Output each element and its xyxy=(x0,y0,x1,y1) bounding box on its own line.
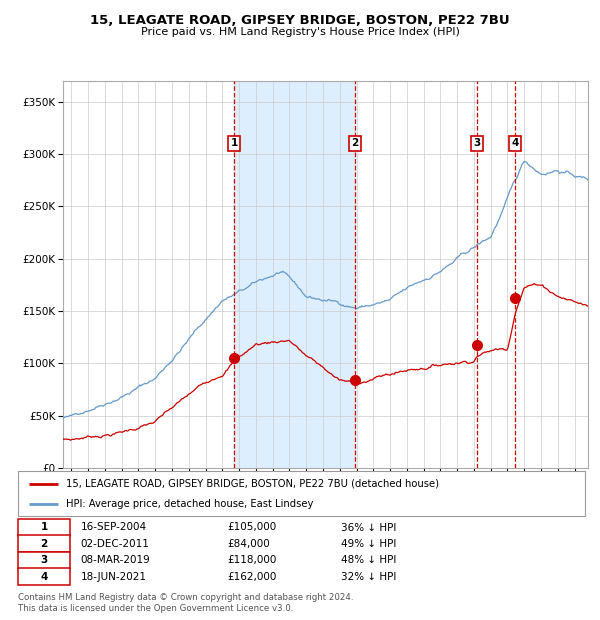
Text: 16-SEP-2004: 16-SEP-2004 xyxy=(80,523,146,533)
Bar xyxy=(234,81,355,468)
Text: 15, LEAGATE ROAD, GIPSEY BRIDGE, BOSTON, PE22 7BU (detached house): 15, LEAGATE ROAD, GIPSEY BRIDGE, BOSTON,… xyxy=(66,479,439,489)
Text: Contains HM Land Registry data © Crown copyright and database right 2024.
This d: Contains HM Land Registry data © Crown c… xyxy=(18,593,353,613)
Text: £105,000: £105,000 xyxy=(228,523,277,533)
Text: 48% ↓ HPI: 48% ↓ HPI xyxy=(341,556,397,565)
Text: 36% ↓ HPI: 36% ↓ HPI xyxy=(341,523,397,533)
Text: 02-DEC-2011: 02-DEC-2011 xyxy=(80,539,149,549)
Text: 2: 2 xyxy=(352,138,359,148)
Text: £84,000: £84,000 xyxy=(228,539,271,549)
Text: 3: 3 xyxy=(473,138,481,148)
Text: 1: 1 xyxy=(230,138,238,148)
Text: HPI: Average price, detached house, East Lindsey: HPI: Average price, detached house, East… xyxy=(66,498,314,509)
Text: 32% ↓ HPI: 32% ↓ HPI xyxy=(341,572,397,582)
FancyBboxPatch shape xyxy=(18,519,70,536)
FancyBboxPatch shape xyxy=(18,552,70,569)
Text: 3: 3 xyxy=(40,556,48,565)
Text: 2: 2 xyxy=(40,539,48,549)
Text: 15, LEAGATE ROAD, GIPSEY BRIDGE, BOSTON, PE22 7BU: 15, LEAGATE ROAD, GIPSEY BRIDGE, BOSTON,… xyxy=(90,14,510,27)
Text: 08-MAR-2019: 08-MAR-2019 xyxy=(80,556,150,565)
FancyBboxPatch shape xyxy=(18,535,70,552)
Text: Price paid vs. HM Land Registry's House Price Index (HPI): Price paid vs. HM Land Registry's House … xyxy=(140,27,460,37)
Text: £118,000: £118,000 xyxy=(228,556,277,565)
Text: 1: 1 xyxy=(40,523,48,533)
FancyBboxPatch shape xyxy=(18,568,70,585)
Text: £162,000: £162,000 xyxy=(228,572,277,582)
Text: 4: 4 xyxy=(40,572,48,582)
Text: 49% ↓ HPI: 49% ↓ HPI xyxy=(341,539,397,549)
Text: 4: 4 xyxy=(512,138,519,148)
Text: 18-JUN-2021: 18-JUN-2021 xyxy=(80,572,146,582)
